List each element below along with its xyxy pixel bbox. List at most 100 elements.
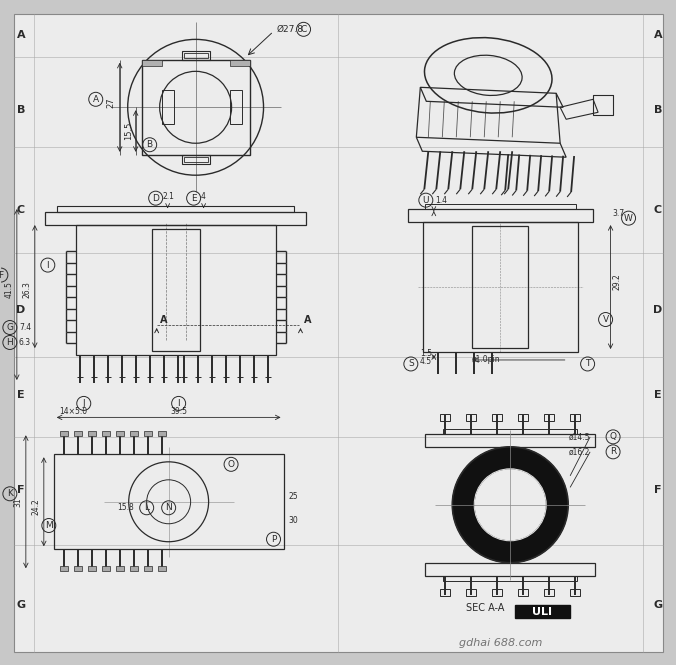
Bar — [492, 414, 502, 421]
Bar — [492, 589, 502, 596]
Text: 25: 25 — [289, 492, 298, 501]
Bar — [102, 566, 110, 571]
Text: 29.2: 29.2 — [612, 274, 621, 291]
Text: B: B — [654, 105, 662, 115]
Text: V: V — [602, 315, 608, 324]
Text: W: W — [624, 213, 633, 223]
Bar — [518, 589, 528, 596]
Bar — [158, 566, 166, 571]
Text: 31: 31 — [14, 497, 23, 507]
Text: B: B — [147, 140, 153, 149]
Bar — [142, 60, 249, 155]
Bar — [88, 432, 96, 436]
Text: E: E — [191, 194, 197, 203]
Bar — [230, 90, 241, 124]
Bar — [443, 429, 577, 434]
Bar — [466, 414, 477, 421]
Text: M: M — [45, 521, 53, 530]
Text: ø1.0pin: ø1.0pin — [473, 356, 501, 364]
Bar — [570, 589, 580, 596]
Bar — [422, 222, 577, 352]
Bar — [74, 432, 82, 436]
Text: 14×5.0: 14×5.0 — [59, 408, 87, 416]
Bar — [162, 90, 174, 124]
Text: D: D — [654, 305, 662, 315]
Text: U: U — [422, 196, 429, 205]
Text: G: G — [16, 600, 26, 610]
Text: A: A — [16, 31, 25, 41]
Text: O: O — [228, 460, 235, 469]
Bar — [544, 589, 554, 596]
Text: 24.2: 24.2 — [32, 498, 41, 515]
Bar — [593, 95, 613, 115]
Bar — [116, 566, 124, 571]
Text: 4.5: 4.5 — [420, 358, 432, 366]
Bar — [59, 432, 68, 436]
Text: 7.4: 7.4 — [19, 323, 31, 332]
Bar — [59, 566, 68, 571]
Bar — [473, 226, 528, 348]
Text: C: C — [654, 205, 662, 215]
Bar — [74, 566, 82, 571]
Text: A: A — [160, 315, 167, 325]
Text: G: G — [654, 600, 662, 610]
Text: 30: 30 — [289, 515, 298, 525]
Bar — [144, 432, 151, 436]
Text: SEC A-A: SEC A-A — [466, 602, 504, 612]
Bar — [466, 589, 477, 596]
Text: ø16.2: ø16.2 — [569, 448, 590, 456]
Bar — [425, 204, 576, 209]
Text: J: J — [82, 399, 85, 408]
Text: 6.3: 6.3 — [19, 338, 31, 347]
Text: A: A — [93, 95, 99, 104]
Text: 1.5: 1.5 — [420, 350, 432, 358]
Bar — [102, 432, 110, 436]
Text: 4: 4 — [201, 192, 206, 201]
Text: C: C — [300, 25, 307, 34]
Bar — [184, 157, 208, 162]
Text: A: A — [654, 31, 662, 41]
Text: 2.1: 2.1 — [163, 192, 174, 201]
Text: 3.7: 3.7 — [612, 209, 625, 218]
Wedge shape — [452, 447, 568, 563]
Text: Q: Q — [610, 432, 617, 442]
Bar — [182, 155, 210, 164]
Text: Ø27.8: Ø27.8 — [276, 25, 304, 34]
Bar — [515, 604, 570, 618]
Bar — [76, 225, 276, 355]
Bar — [440, 589, 450, 596]
Bar — [518, 414, 528, 421]
Bar — [116, 432, 124, 436]
Text: T: T — [585, 360, 590, 368]
Bar — [182, 51, 210, 60]
Text: A: A — [304, 315, 311, 325]
Text: gdhai 688.com: gdhai 688.com — [458, 638, 542, 648]
Text: B: B — [17, 105, 25, 115]
Text: 15.5: 15.5 — [124, 122, 132, 140]
Bar — [230, 60, 249, 66]
Text: F: F — [17, 485, 24, 495]
Bar — [443, 576, 577, 581]
Bar — [45, 212, 306, 225]
Text: 26.3: 26.3 — [23, 281, 32, 299]
Bar — [54, 454, 283, 549]
Text: H: H — [7, 338, 14, 347]
Text: C: C — [17, 205, 25, 215]
Text: 1.4: 1.4 — [435, 196, 447, 205]
Text: 27: 27 — [107, 97, 116, 108]
Text: P: P — [271, 535, 276, 544]
Bar — [544, 414, 554, 421]
Bar — [130, 432, 138, 436]
Text: 15.8: 15.8 — [117, 503, 134, 512]
Bar — [158, 432, 166, 436]
Bar — [142, 60, 162, 66]
Bar — [570, 414, 580, 421]
Bar — [88, 566, 96, 571]
Bar — [144, 566, 151, 571]
Text: E: E — [17, 390, 24, 400]
Text: F: F — [0, 271, 3, 279]
Bar — [184, 53, 208, 58]
Text: G: G — [6, 323, 14, 332]
Text: I: I — [177, 399, 180, 408]
Bar — [440, 414, 450, 421]
